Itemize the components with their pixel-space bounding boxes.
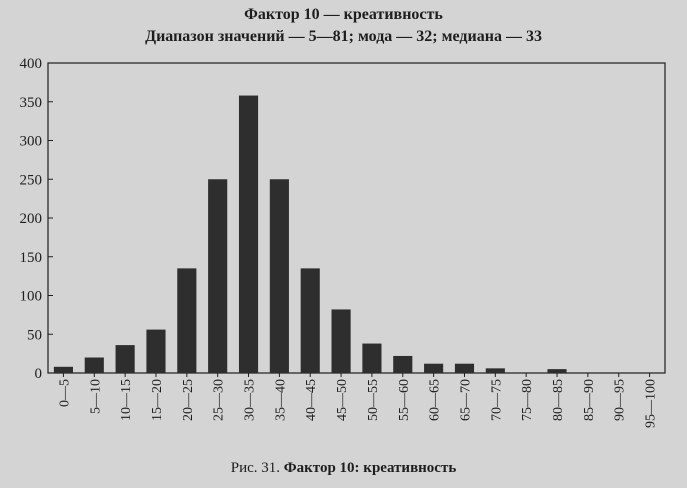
bar-50—55 <box>362 343 382 373</box>
x-tick-label: 85—90 <box>582 379 597 421</box>
x-tick-label: 70—75 <box>489 379 504 421</box>
x-tick-label: 95—100 <box>644 379 659 428</box>
bar-25—30 <box>208 179 228 373</box>
x-tick-label: 65—70 <box>458 379 473 421</box>
x-tick-label: 25—30 <box>212 379 227 421</box>
x-tick-label: 10—15 <box>119 379 134 421</box>
y-tick-label: 100 <box>20 289 43 305</box>
bar-15—20 <box>146 329 166 373</box>
x-tick-label: 75—80 <box>520 379 535 421</box>
x-tick-label: 40—45 <box>304 379 319 421</box>
y-tick-label: 150 <box>20 250 43 266</box>
x-tick-label: 0—5 <box>57 379 72 407</box>
bar-35—40 <box>269 179 289 373</box>
x-tick-label: 55—60 <box>397 379 412 421</box>
x-tick-label: 15—20 <box>150 379 165 421</box>
bar-5—10 <box>84 357 104 373</box>
x-tick-label: 50—55 <box>366 379 381 421</box>
x-tick-label: 35—40 <box>273 379 288 421</box>
x-tick-label: 5—10 <box>88 379 103 414</box>
y-tick-label: 0 <box>35 366 43 382</box>
y-tick-label: 350 <box>20 95 43 111</box>
bar-0—5 <box>53 366 73 373</box>
bar-80—85 <box>547 369 567 373</box>
y-tick-label: 50 <box>27 327 42 343</box>
chart-subtitle: Диапазон значений — 5—81; мода — 32; мед… <box>145 28 542 45</box>
y-tick-label: 400 <box>20 56 43 72</box>
chart-title: Фактор 10 — креативность <box>244 6 443 23</box>
y-tick-label: 250 <box>20 172 43 188</box>
chart-caption: Рис. 31. Фактор 10: креативность <box>0 460 687 477</box>
x-tick-label: 45—50 <box>335 379 350 421</box>
bar-10—15 <box>115 345 135 373</box>
y-tick-label: 300 <box>20 134 43 150</box>
bar-30—35 <box>238 95 259 374</box>
caption-title: Фактор 10: креативность <box>283 460 457 476</box>
x-tick-label: 20—25 <box>181 379 196 421</box>
bar-40—45 <box>300 268 320 373</box>
bar-20—25 <box>177 268 197 373</box>
caption-prefix: Рис. 31. <box>230 460 281 476</box>
bar-45—50 <box>331 309 351 373</box>
x-tick-label: 90—95 <box>613 379 628 421</box>
plot-frame <box>47 62 666 374</box>
bar-65—70 <box>454 363 475 373</box>
bar-55—60 <box>393 355 413 373</box>
y-tick-label: 200 <box>20 211 43 227</box>
bar-60—65 <box>424 363 444 373</box>
bar-70—75 <box>485 368 505 373</box>
x-tick-label: 60—65 <box>428 379 443 421</box>
x-tick-label: 30—35 <box>243 379 258 421</box>
x-tick-label: 80—85 <box>551 379 566 421</box>
